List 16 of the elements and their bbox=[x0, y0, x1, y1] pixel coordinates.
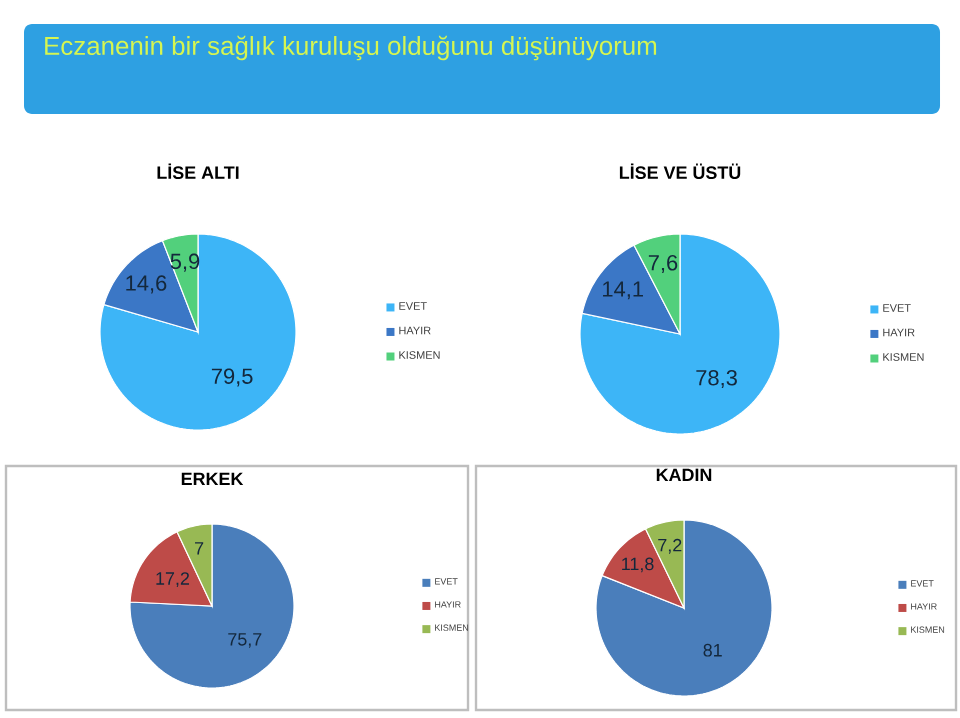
data-label: 81 bbox=[703, 643, 722, 657]
data-label: 79,5 bbox=[211, 368, 253, 387]
data-label: 11,8 bbox=[622, 557, 654, 573]
chart-title: LİSE VE ÜSTÜ bbox=[619, 163, 741, 180]
chart-title: LİSE ALTI bbox=[157, 163, 239, 180]
chart-title: ERKEK bbox=[181, 472, 244, 486]
data-label: 7,2 bbox=[658, 538, 682, 554]
data-label: 7 bbox=[195, 542, 204, 555]
data-label: 7,6 bbox=[648, 255, 678, 274]
chart-title: KADIN bbox=[656, 468, 712, 482]
data-label: 14,6 bbox=[126, 275, 167, 294]
data-label: 78,3 bbox=[696, 370, 737, 389]
text: Eczanenin bir sağlık kuruluşu olduğunu düşünüyorum bbox=[45, 35, 657, 61]
data-label: 75,7 bbox=[228, 633, 262, 648]
data-label: 14,1 bbox=[603, 281, 643, 300]
data-label: 17,2 bbox=[156, 572, 190, 587]
